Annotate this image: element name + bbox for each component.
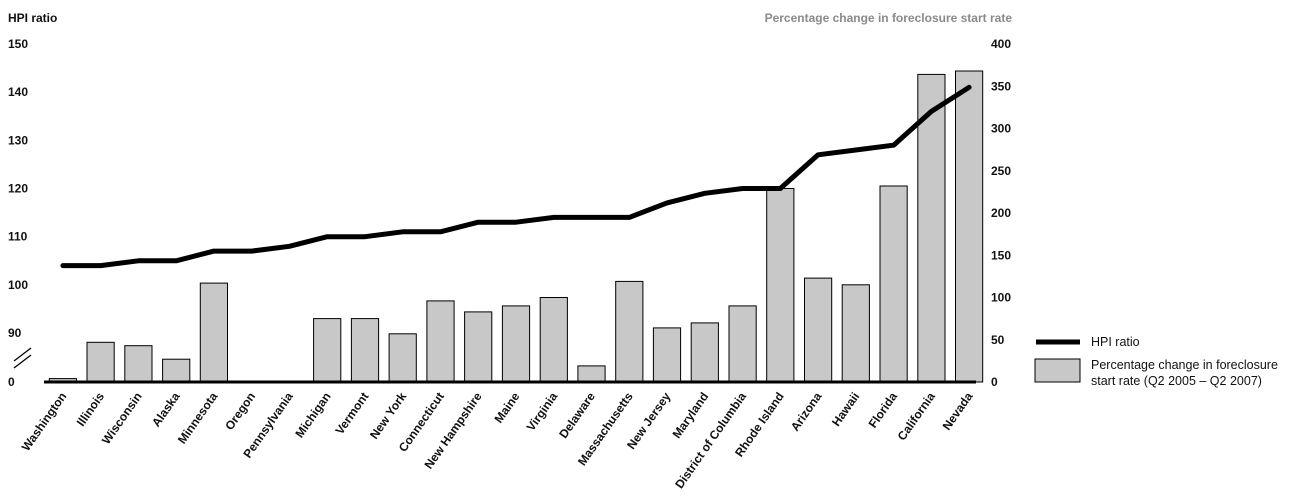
right-tick-label: 50 xyxy=(991,333,1005,347)
axis-break-mark xyxy=(13,347,32,362)
category-label: Vermont xyxy=(332,390,371,437)
bar-maryland xyxy=(690,322,719,383)
legend-label-foreclosure-line2: start rate (Q2 2005 – Q2 2007) xyxy=(1091,374,1262,388)
category-label: California xyxy=(895,389,938,443)
bar-hawaii xyxy=(841,284,870,383)
left-tick-label: 90 xyxy=(8,326,22,340)
category-label: Alaska xyxy=(149,389,183,429)
category-label: Hawaii xyxy=(829,390,862,429)
right-tick-label: 300 xyxy=(991,122,1011,136)
legend-label-foreclosure-line1: Percentage change in foreclosure xyxy=(1091,358,1278,372)
bar-massachusetts xyxy=(615,280,644,383)
legend-label-hpi: HPI ratio xyxy=(1091,335,1140,349)
category-label: Maryland xyxy=(670,390,712,441)
left-tick-label: 150 xyxy=(8,37,28,51)
axis-break-mark xyxy=(13,354,32,369)
bar-new-hampshire xyxy=(464,311,493,383)
category-label: New York xyxy=(367,389,409,441)
bar-nevada xyxy=(955,70,984,383)
right-tick-label: 150 xyxy=(991,248,1011,262)
bar-vermont xyxy=(350,318,380,383)
bar-new-jersey xyxy=(652,327,682,383)
bar-virginia xyxy=(539,297,568,383)
bar-california xyxy=(917,73,946,383)
category-label: Arizona xyxy=(788,389,825,433)
left-tick-label: 120 xyxy=(8,182,28,196)
category-label: Delaware xyxy=(556,389,598,440)
bar-maine xyxy=(501,305,531,383)
left-tick-label: 100 xyxy=(8,278,28,292)
legend-bar-swatch xyxy=(1034,358,1081,383)
right-tick-label: 400 xyxy=(991,37,1011,51)
right-tick-label: 250 xyxy=(991,164,1011,178)
bar-wisconsin xyxy=(124,345,153,383)
bar-rhode-island xyxy=(766,188,795,383)
axis-break-icon xyxy=(13,347,32,369)
hpi-line xyxy=(60,84,972,269)
category-label: Illinois xyxy=(74,389,107,428)
bar-michigan xyxy=(313,318,342,383)
category-label: Washington xyxy=(19,390,70,454)
bar-delaware xyxy=(577,365,606,383)
bar-arizona xyxy=(804,277,833,383)
left-axis-title: HPI ratio xyxy=(8,11,57,25)
left-tick-label: 110 xyxy=(8,230,28,244)
bar-series xyxy=(48,70,984,383)
bar-illinois xyxy=(86,341,115,383)
bar-minnesota xyxy=(199,282,229,383)
bar-district-of-columbia xyxy=(728,305,757,383)
legend: HPI ratio Percentage change in foreclosu… xyxy=(1034,335,1278,388)
bar-new-york xyxy=(388,333,417,383)
left-tick-label: 130 xyxy=(8,133,28,147)
category-label: District of Columbia xyxy=(672,389,749,491)
left-tick-label: 0 xyxy=(8,375,15,389)
category-label: Virginia xyxy=(524,389,561,433)
right-tick-label: 0 xyxy=(991,375,998,389)
right-axis-title: Percentage change in foreclosure start r… xyxy=(765,11,1013,25)
right-tick-label: 200 xyxy=(991,206,1011,220)
left-axis-ticks: 0 90 100 110 120 130 140 150 xyxy=(8,37,28,389)
left-tick-label: 140 xyxy=(8,85,28,99)
right-axis-ticks: 0 50 100 150 200 250 300 350 400 xyxy=(991,37,1011,389)
category-label: Oregon xyxy=(222,390,258,433)
bar-connecticut xyxy=(426,300,455,383)
right-tick-label: 350 xyxy=(991,79,1011,93)
bar-alaska xyxy=(162,358,191,383)
bar-florida xyxy=(879,185,908,383)
category-label: Florida xyxy=(866,389,901,430)
category-label: Michigan xyxy=(292,390,333,441)
right-tick-label: 100 xyxy=(991,291,1011,305)
category-label: Nevada xyxy=(940,389,976,432)
category-label: Maine xyxy=(491,389,522,425)
